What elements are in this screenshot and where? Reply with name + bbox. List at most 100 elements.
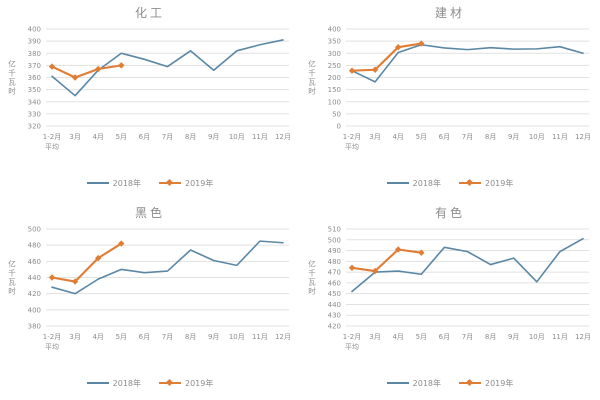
x-tick-label: 7月 xyxy=(162,333,173,341)
x-tick-label: 10月 xyxy=(229,133,245,141)
series-2019-diamond-marker xyxy=(71,74,79,81)
y-tick-label: 460 xyxy=(28,258,41,266)
x-tick-label: 11月 xyxy=(252,133,268,141)
x-tick-label: 5月 xyxy=(416,333,427,341)
chart-title: 有色 xyxy=(434,206,465,220)
x-tick-label: 9月 xyxy=(208,333,219,341)
x-tick-label: 9月 xyxy=(508,333,519,341)
x-tick-label: 6月 xyxy=(139,333,150,341)
legend-label-2018: 2018年 xyxy=(112,378,141,388)
chart-huagong: 化工 320 330 340 350 360 370 380 390 400 亿千瓦时 1-2月平均… xyxy=(0,0,300,200)
legend-label-2018: 2018年 xyxy=(412,378,441,388)
y-tick-label: 300 xyxy=(328,50,341,58)
series-2019-diamond-marker xyxy=(48,274,56,281)
legend-line-2019-swatch xyxy=(459,182,481,184)
x-tick-label: 9月 xyxy=(208,133,219,141)
x-tick-label: 5月 xyxy=(116,333,127,341)
series-line-2019年 xyxy=(350,248,423,273)
y-tick-label: 380 xyxy=(28,323,41,331)
x-tick-label: 7月 xyxy=(462,133,473,141)
legend-line-2018-swatch xyxy=(86,382,109,384)
y-tick-label: 480 xyxy=(28,242,41,250)
y-tick-label: 340 xyxy=(28,98,41,106)
plot-svg: 380 400 420 440 460 480 500 亿千瓦时 1-2月平均 3月 4月 5月 6月 7… xyxy=(8,226,291,352)
y-axis-title: 亿千瓦时 xyxy=(8,59,16,96)
legend-line-2018-swatch xyxy=(86,182,109,184)
legend-line-2019-swatch xyxy=(159,382,181,384)
x-tick-label: 11月 xyxy=(552,133,568,141)
x-tick-label: 9月 xyxy=(508,133,519,141)
x-tick-label: 4月 xyxy=(92,133,103,141)
y-tick-label: 500 xyxy=(28,226,41,234)
legend: 2018年 2019年 xyxy=(86,370,213,396)
chart-title: 建材 xyxy=(434,6,465,20)
x-tick-label: 10月 xyxy=(529,133,545,141)
legend-item-2019: 2019年 xyxy=(459,378,513,389)
series-line-2018年 xyxy=(351,237,584,293)
series-2019-diamond-marker xyxy=(118,62,125,69)
chart-youse: 有色 420 430 440 450 460 470 480 490 500 510 亿千瓦时 1-2… xyxy=(300,200,600,400)
y-tick-label: 470 xyxy=(328,269,341,277)
series-2019-diamond-marker xyxy=(348,264,356,271)
y-axis-title: 亿千瓦时 xyxy=(8,259,16,296)
plot-svg: 420 430 440 450 460 470 480 490 500 510 亿千瓦时 1-2月平均… xyxy=(308,226,591,352)
x-tick-label: 12月 xyxy=(275,333,291,341)
series-2019-diamond-marker xyxy=(95,65,102,73)
y-tick-label: 480 xyxy=(328,258,341,266)
y-tick-label: 0 xyxy=(337,123,341,131)
legend-label-2019: 2019年 xyxy=(485,378,514,388)
y-tick-label: 440 xyxy=(28,274,41,282)
legend-line-2018-swatch xyxy=(386,182,409,184)
series-2019-diamond-marker xyxy=(418,249,425,256)
legend-item-2018: 2018年 xyxy=(86,178,141,189)
x-tick-label: 5月 xyxy=(116,133,127,141)
legend-item-2018: 2018年 xyxy=(386,378,441,389)
legend: 2018年 2019年 xyxy=(386,370,513,396)
x-tick-label: 12月 xyxy=(575,333,591,341)
series-2019-diamond-marker xyxy=(348,67,356,74)
y-axis-title: 亿千瓦时 xyxy=(308,59,316,96)
y-tick-label: 150 xyxy=(328,86,341,94)
y-tick-label: 400 xyxy=(28,306,41,314)
y-tick-label: 440 xyxy=(328,301,341,309)
series-2019-diamond-marker xyxy=(71,278,79,285)
y-tick-label: 390 xyxy=(28,38,41,46)
y-tick-label: 320 xyxy=(28,123,41,131)
series-2019-diamond-marker xyxy=(371,66,379,73)
legend-item-2019: 2019年 xyxy=(459,178,513,189)
x-tick-label: 3月 xyxy=(369,133,380,141)
x-tick-label: 4月 xyxy=(392,133,403,141)
x-tick-label: 12月 xyxy=(575,133,591,141)
y-tick-label: 420 xyxy=(328,323,341,331)
y-tick-label: 460 xyxy=(328,279,341,287)
y-tick-label: 330 xyxy=(28,110,41,118)
y-tick-label: 250 xyxy=(328,62,341,70)
y-tick-label: 420 xyxy=(28,290,41,298)
x-tick-label: 8月 xyxy=(185,333,196,341)
y-tick-label: 500 xyxy=(328,236,341,244)
chart-title: 化工 xyxy=(134,6,165,20)
legend-label-2019: 2019年 xyxy=(185,378,214,388)
y-tick-label: 50 xyxy=(332,110,341,118)
y-tick-label: 200 xyxy=(328,74,341,82)
x-tick-label: 8月 xyxy=(485,133,496,141)
series-2019-diamond-marker xyxy=(418,40,425,47)
legend-label-2018: 2018年 xyxy=(112,178,141,188)
y-tick-label: 370 xyxy=(28,62,41,70)
plot-svg: 0 50 100 150 200 250 300 350 400 亿千瓦时 1-2月平均 3月 4月 5月… xyxy=(308,26,591,152)
y-tick-label: 360 xyxy=(28,74,41,82)
x-tick-label: 6月 xyxy=(439,133,450,141)
y-tick-label: 430 xyxy=(328,312,341,320)
series-line-2019年 xyxy=(50,242,123,283)
plot-svg: 320 330 340 350 360 370 380 390 400 亿千瓦时 1-2月平均 3月 4… xyxy=(8,26,291,152)
x-tick-label: 11月 xyxy=(552,333,568,341)
y-tick-label: 100 xyxy=(328,98,341,106)
x-tick-label: 7月 xyxy=(162,133,173,141)
legend-item-2019: 2019年 xyxy=(159,378,213,389)
chart-jiancai: 建材 0 50 100 150 200 250 300 350 400 亿千瓦时 1-2月平均 3月 4… xyxy=(300,0,600,200)
x-tick-label: 4月 xyxy=(392,333,403,341)
y-tick-label: 350 xyxy=(328,38,341,46)
x-tick-label: 5月 xyxy=(416,133,427,141)
x-tick-label: 10月 xyxy=(529,333,545,341)
legend-line-2018-swatch xyxy=(386,382,409,384)
